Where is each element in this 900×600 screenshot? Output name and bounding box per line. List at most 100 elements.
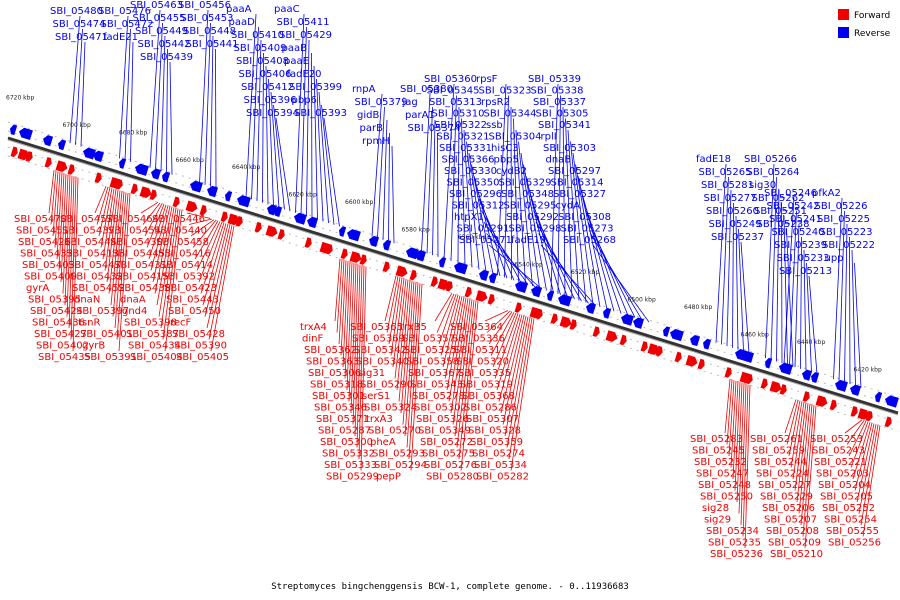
forward-gene-label: SBI_05364 [450, 322, 503, 333]
forward-gene-label: SBI_05299 [326, 472, 379, 483]
forward-gene-18 [199, 204, 207, 216]
reverse-gene-label: upp [825, 253, 844, 264]
forward-connector [158, 207, 177, 317]
reverse-connector [466, 141, 480, 270]
forward-gene-label: SBI_05336 [452, 334, 505, 345]
reverse-gene-label: fadE20 [287, 69, 322, 80]
reverse-connector [575, 164, 601, 307]
forward-connector [358, 265, 365, 460]
forward-gene-label: SBI_05397 [76, 306, 129, 317]
reverse-gene-label: SBI_05323 [479, 86, 532, 97]
forward-gene-label: gnd4 [122, 306, 147, 317]
forward-gene-label: SBI_05252 [822, 503, 875, 514]
forward-gene-label: SBI_05340 [356, 357, 409, 368]
forward-connector [800, 404, 813, 526]
reverse-gene-label: parB [360, 123, 384, 134]
forward-gene-label: SBI_05203 [816, 469, 869, 480]
reverse-connector [215, 48, 217, 189]
reverse-connector [268, 78, 274, 207]
forward-gene-label: SBI_05369 [352, 334, 405, 345]
forward-connector [56, 172, 63, 260]
reverse-gene-label: SBI_05449 [135, 26, 188, 37]
forward-gene-label: SBI_05290 [360, 380, 413, 391]
forward-connector [862, 425, 881, 537]
forward-gene-76 [802, 391, 810, 402]
forward-connector [504, 316, 529, 437]
forward-gene-32 [340, 248, 348, 260]
forward-connector [386, 276, 399, 333]
forward-connector [858, 424, 877, 514]
forward-gene-label: SBI_05415 [116, 272, 169, 283]
reverse-gene-label: paaE [284, 56, 309, 67]
reverse-connector [199, 9, 209, 184]
forward-gene-label: trxB5 [400, 322, 427, 333]
forward-connector [852, 422, 871, 480]
reverse-gene-label: SBI_05442 [138, 39, 191, 50]
forward-gene-label: SBI_05343 [410, 380, 463, 391]
reverse-gene-label: SBI_05441 [186, 39, 239, 50]
reverse-gene-label: paaB [282, 43, 308, 54]
forward-gene-73 [769, 380, 782, 393]
forward-gene-5 [55, 160, 68, 172]
forward-gene-label: SBI_05387 [126, 329, 179, 340]
forward-connector [108, 190, 121, 294]
reverse-gene-label: SBI_05222 [822, 240, 875, 251]
forward-gene-label: SBI_05224 [756, 469, 809, 480]
reverse-connector [523, 164, 547, 291]
reverse-connector [528, 187, 561, 295]
tick-label: 6680 kbp [119, 129, 147, 136]
forward-gene-label: SBI_05403 [22, 260, 75, 271]
legend-label-reverse: Reverse [854, 29, 891, 39]
forward-gene-label: SBI_05301 [312, 391, 365, 402]
forward-connector [396, 279, 409, 391]
forward-gene-label: SBI_05444 [64, 237, 117, 248]
forward-gene-label: SBI_05294 [374, 460, 427, 471]
reverse-connector [582, 198, 622, 314]
forward-connector [452, 298, 471, 425]
forward-gene-label: SBI_05332 [322, 449, 375, 460]
reverse-gene-64 [779, 362, 793, 375]
forward-gene-label: SBI_05413 [66, 249, 119, 260]
reverse-gene-label: pbp6 [292, 95, 317, 106]
forward-gene-50 [535, 308, 543, 320]
forward-gene-label: SBI_05236 [710, 549, 763, 560]
reverse-connector [443, 83, 455, 259]
forward-gene-label: SBI_05443 [166, 295, 219, 306]
forward-gene-label: SBI_05227 [758, 480, 811, 491]
reverse-gene-label: SBI_05304 [489, 132, 542, 143]
forward-gene-label: SBI_05368 [462, 391, 515, 402]
tick-label: 6520 kbp [571, 269, 599, 276]
forward-gene-2 [25, 151, 33, 162]
forward-connector [786, 400, 799, 445]
reverse-connector [377, 106, 385, 239]
reverse-gene-46 [558, 294, 572, 307]
forward-connector [200, 222, 225, 294]
forward-connector [162, 209, 181, 340]
reverse-connector [806, 262, 812, 373]
tick-label: 6700 kbp [63, 122, 91, 129]
reverse-gene-19 [237, 195, 251, 208]
tick-label: 6560 kbp [458, 234, 486, 241]
forward-connector [206, 224, 231, 329]
reverse-gene-label: SBI_05308 [558, 212, 611, 223]
reverse-connector [391, 145, 395, 244]
reverse-connector [794, 223, 800, 368]
reverse-gene-label: SBI_05472 [101, 19, 154, 30]
reverse-gene-label: ssb [486, 120, 503, 131]
reverse-gene-69 [835, 379, 848, 392]
reverse-gene-49 [603, 307, 612, 319]
forward-gene-label: SBI_05300 [320, 437, 373, 448]
forward-gene-label: SBI_05325 [404, 345, 457, 356]
reverse-connector [851, 249, 856, 386]
reverse-connector [80, 41, 86, 147]
forward-gene-label: SBI_05398 [124, 318, 177, 329]
reverse-gene-39 [479, 269, 490, 281]
reverse-gene-label: SBI_05341 [538, 120, 591, 131]
forward-connector [98, 187, 111, 237]
tick-label: 6640 kbp [232, 164, 260, 171]
forward-gene-45 [475, 290, 488, 302]
reverse-gene-12 [151, 168, 162, 180]
forward-gene-label: SBI_05400 [24, 272, 77, 283]
forward-gene-label: SBI_05278 [412, 391, 465, 402]
reverse-connector [776, 189, 780, 362]
